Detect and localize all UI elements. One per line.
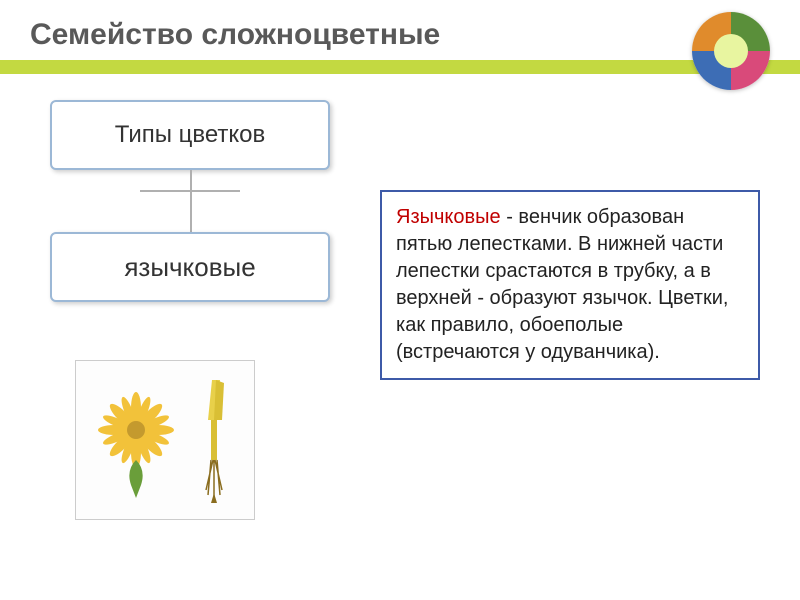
page-title: Семейство сложноцветные [30,18,770,52]
accent-bar [0,60,800,74]
ligulate-box: язычковые [50,232,330,302]
flower-illustration [75,360,255,520]
desc-term: Язычковые [396,206,501,228]
ligule-flower-icon [194,375,234,505]
dandelion-icon [96,380,176,500]
desc-tail: (встречаются у одуванчика). [396,341,660,363]
connector [190,170,192,190]
logo [692,12,770,90]
ligulate-label: язычковые [124,252,255,283]
flower-types-box: Типы цветков [50,100,330,170]
flower-types-label: Типы цветков [115,121,266,149]
description-box: Язычковые - венчик образован пятью лепес… [380,190,760,380]
connector [190,190,192,232]
